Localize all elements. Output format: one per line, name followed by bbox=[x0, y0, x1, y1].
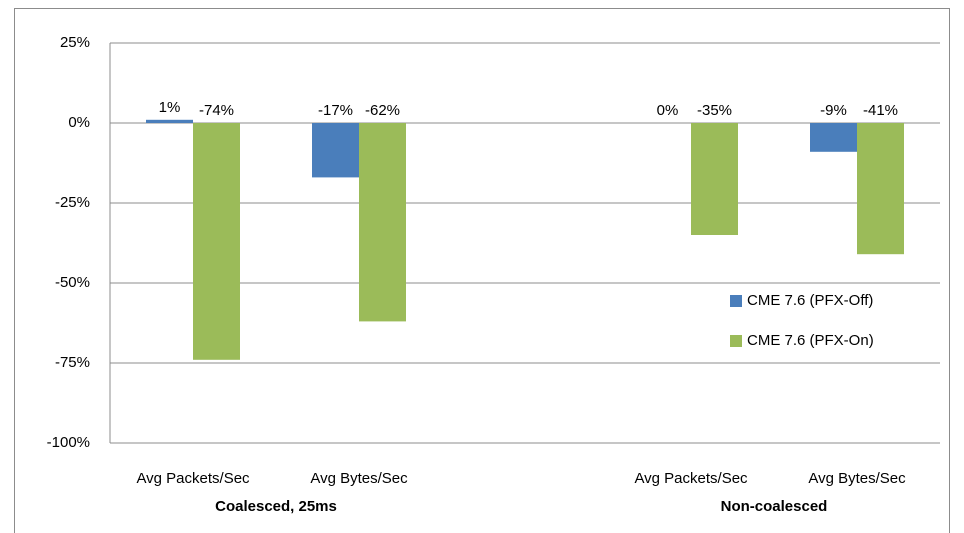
y-tick-label: 25% bbox=[60, 34, 90, 51]
bar bbox=[193, 123, 240, 360]
x-tick-label: Avg Bytes/Sec bbox=[808, 470, 906, 487]
legend-swatch bbox=[730, 295, 742, 307]
group-label: Coalesced, 25ms bbox=[215, 498, 337, 515]
y-tick-label: -100% bbox=[47, 434, 90, 451]
legend-label: CME 7.6 (PFX-Off) bbox=[747, 292, 873, 309]
value-label: 1% bbox=[159, 99, 181, 116]
bar bbox=[146, 119, 193, 123]
y-tick-label: -25% bbox=[55, 194, 90, 211]
value-label: 0% bbox=[657, 102, 679, 119]
y-tick-label: -50% bbox=[55, 274, 90, 291]
x-tick-label: Avg Packets/Sec bbox=[136, 470, 250, 487]
bar bbox=[691, 123, 738, 235]
x-tick-label: Avg Packets/Sec bbox=[634, 470, 748, 487]
bar bbox=[857, 123, 904, 255]
value-label: -62% bbox=[365, 102, 400, 119]
legend-swatch bbox=[730, 335, 742, 347]
legend-label: CME 7.6 (PFX-On) bbox=[747, 332, 874, 349]
bar bbox=[810, 123, 857, 152]
x-tick-label: Avg Bytes/Sec bbox=[310, 470, 408, 487]
chart-frame bbox=[14, 8, 950, 533]
bar bbox=[359, 123, 406, 322]
group-label: Non-coalesced bbox=[721, 498, 828, 515]
value-label: -35% bbox=[697, 102, 732, 119]
y-tick-label: 0% bbox=[68, 114, 90, 131]
value-label: -74% bbox=[199, 102, 234, 119]
value-label: -17% bbox=[318, 102, 353, 119]
bar bbox=[312, 123, 359, 178]
y-tick-label: -75% bbox=[55, 354, 90, 371]
value-label: -41% bbox=[863, 102, 898, 119]
value-label: -9% bbox=[820, 102, 847, 119]
